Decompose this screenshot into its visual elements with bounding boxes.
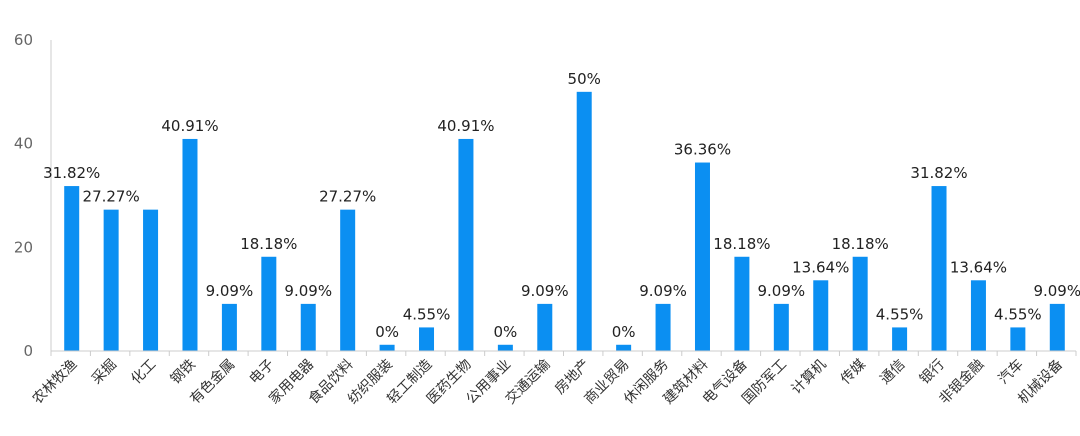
bar [143, 209, 159, 351]
data-label: 27.27% [319, 188, 376, 206]
bar [537, 303, 553, 351]
data-label: 0% [493, 323, 517, 341]
bar [970, 280, 986, 351]
data-label: 31.82% [910, 164, 967, 182]
bar [694, 162, 710, 351]
data-labels: 31.82% 27.27% 40.91% 9.09% 18.18% 9.09% 27.27%… [43, 70, 1080, 341]
bar [340, 209, 356, 351]
data-label: 9.09% [206, 282, 254, 300]
data-label: 9.09% [639, 282, 687, 300]
bar [852, 256, 868, 351]
bar [300, 303, 316, 351]
data-label: 31.82% [43, 164, 100, 182]
x-tick-label: 化工 [128, 357, 159, 388]
data-label: 13.64% [950, 258, 1007, 276]
data-label: 4.55% [994, 305, 1042, 323]
data-label: 0% [612, 323, 636, 341]
data-label: 27.27% [83, 188, 140, 206]
data-label: 9.09% [757, 282, 805, 300]
bar [103, 209, 119, 351]
bars [64, 91, 1065, 351]
data-label: 50% [568, 70, 601, 88]
y-tick-label: 0 [23, 342, 33, 360]
x-tick-label: 银行 [917, 357, 948, 388]
y-tick-label: 20 [14, 238, 33, 256]
bar [261, 256, 277, 351]
bar [1010, 327, 1026, 351]
data-label: 40.91% [161, 117, 218, 135]
data-label: 18.18% [713, 235, 770, 253]
data-label: 4.55% [876, 305, 924, 323]
x-tick-label: 汽车 [995, 356, 1027, 388]
y-tick-label: 60 [14, 31, 33, 49]
bar [182, 138, 198, 351]
bar [64, 186, 80, 351]
bar [458, 138, 474, 351]
bar [655, 303, 671, 351]
bar [813, 280, 829, 351]
data-label: 9.09% [521, 282, 569, 300]
data-label: 40.91% [437, 117, 494, 135]
x-tick-label: 农林牧渔 [30, 357, 81, 408]
x-tick-label: 通信 [877, 357, 908, 388]
x-tick-label: 传媒 [838, 357, 869, 388]
data-label: 18.18% [832, 235, 889, 253]
data-label: 36.36% [674, 141, 731, 159]
bar [734, 256, 750, 351]
bar [773, 303, 789, 351]
data-label: 13.64% [792, 258, 849, 276]
data-label: 18.18% [240, 235, 297, 253]
bar [497, 344, 513, 351]
data-label: 9.09% [284, 282, 332, 300]
data-label: 4.55% [403, 305, 451, 323]
data-label: 9.09% [1033, 282, 1080, 300]
bar [931, 186, 947, 351]
bar [1049, 303, 1065, 351]
bar [576, 91, 592, 351]
data-label: 0% [375, 323, 399, 341]
x-tick-label: 钢铁 [168, 357, 199, 388]
x-tick-label: 采掘 [89, 357, 120, 388]
bar [221, 303, 237, 351]
x-tick-label: 计算机 [789, 357, 830, 398]
y-axis: 0 20 40 60 [14, 31, 52, 360]
bar [419, 327, 435, 351]
bar [379, 344, 395, 351]
bar [892, 327, 908, 351]
bar [616, 344, 632, 351]
y-tick-label: 40 [14, 135, 33, 153]
x-tick-label: 电子 [247, 357, 278, 388]
